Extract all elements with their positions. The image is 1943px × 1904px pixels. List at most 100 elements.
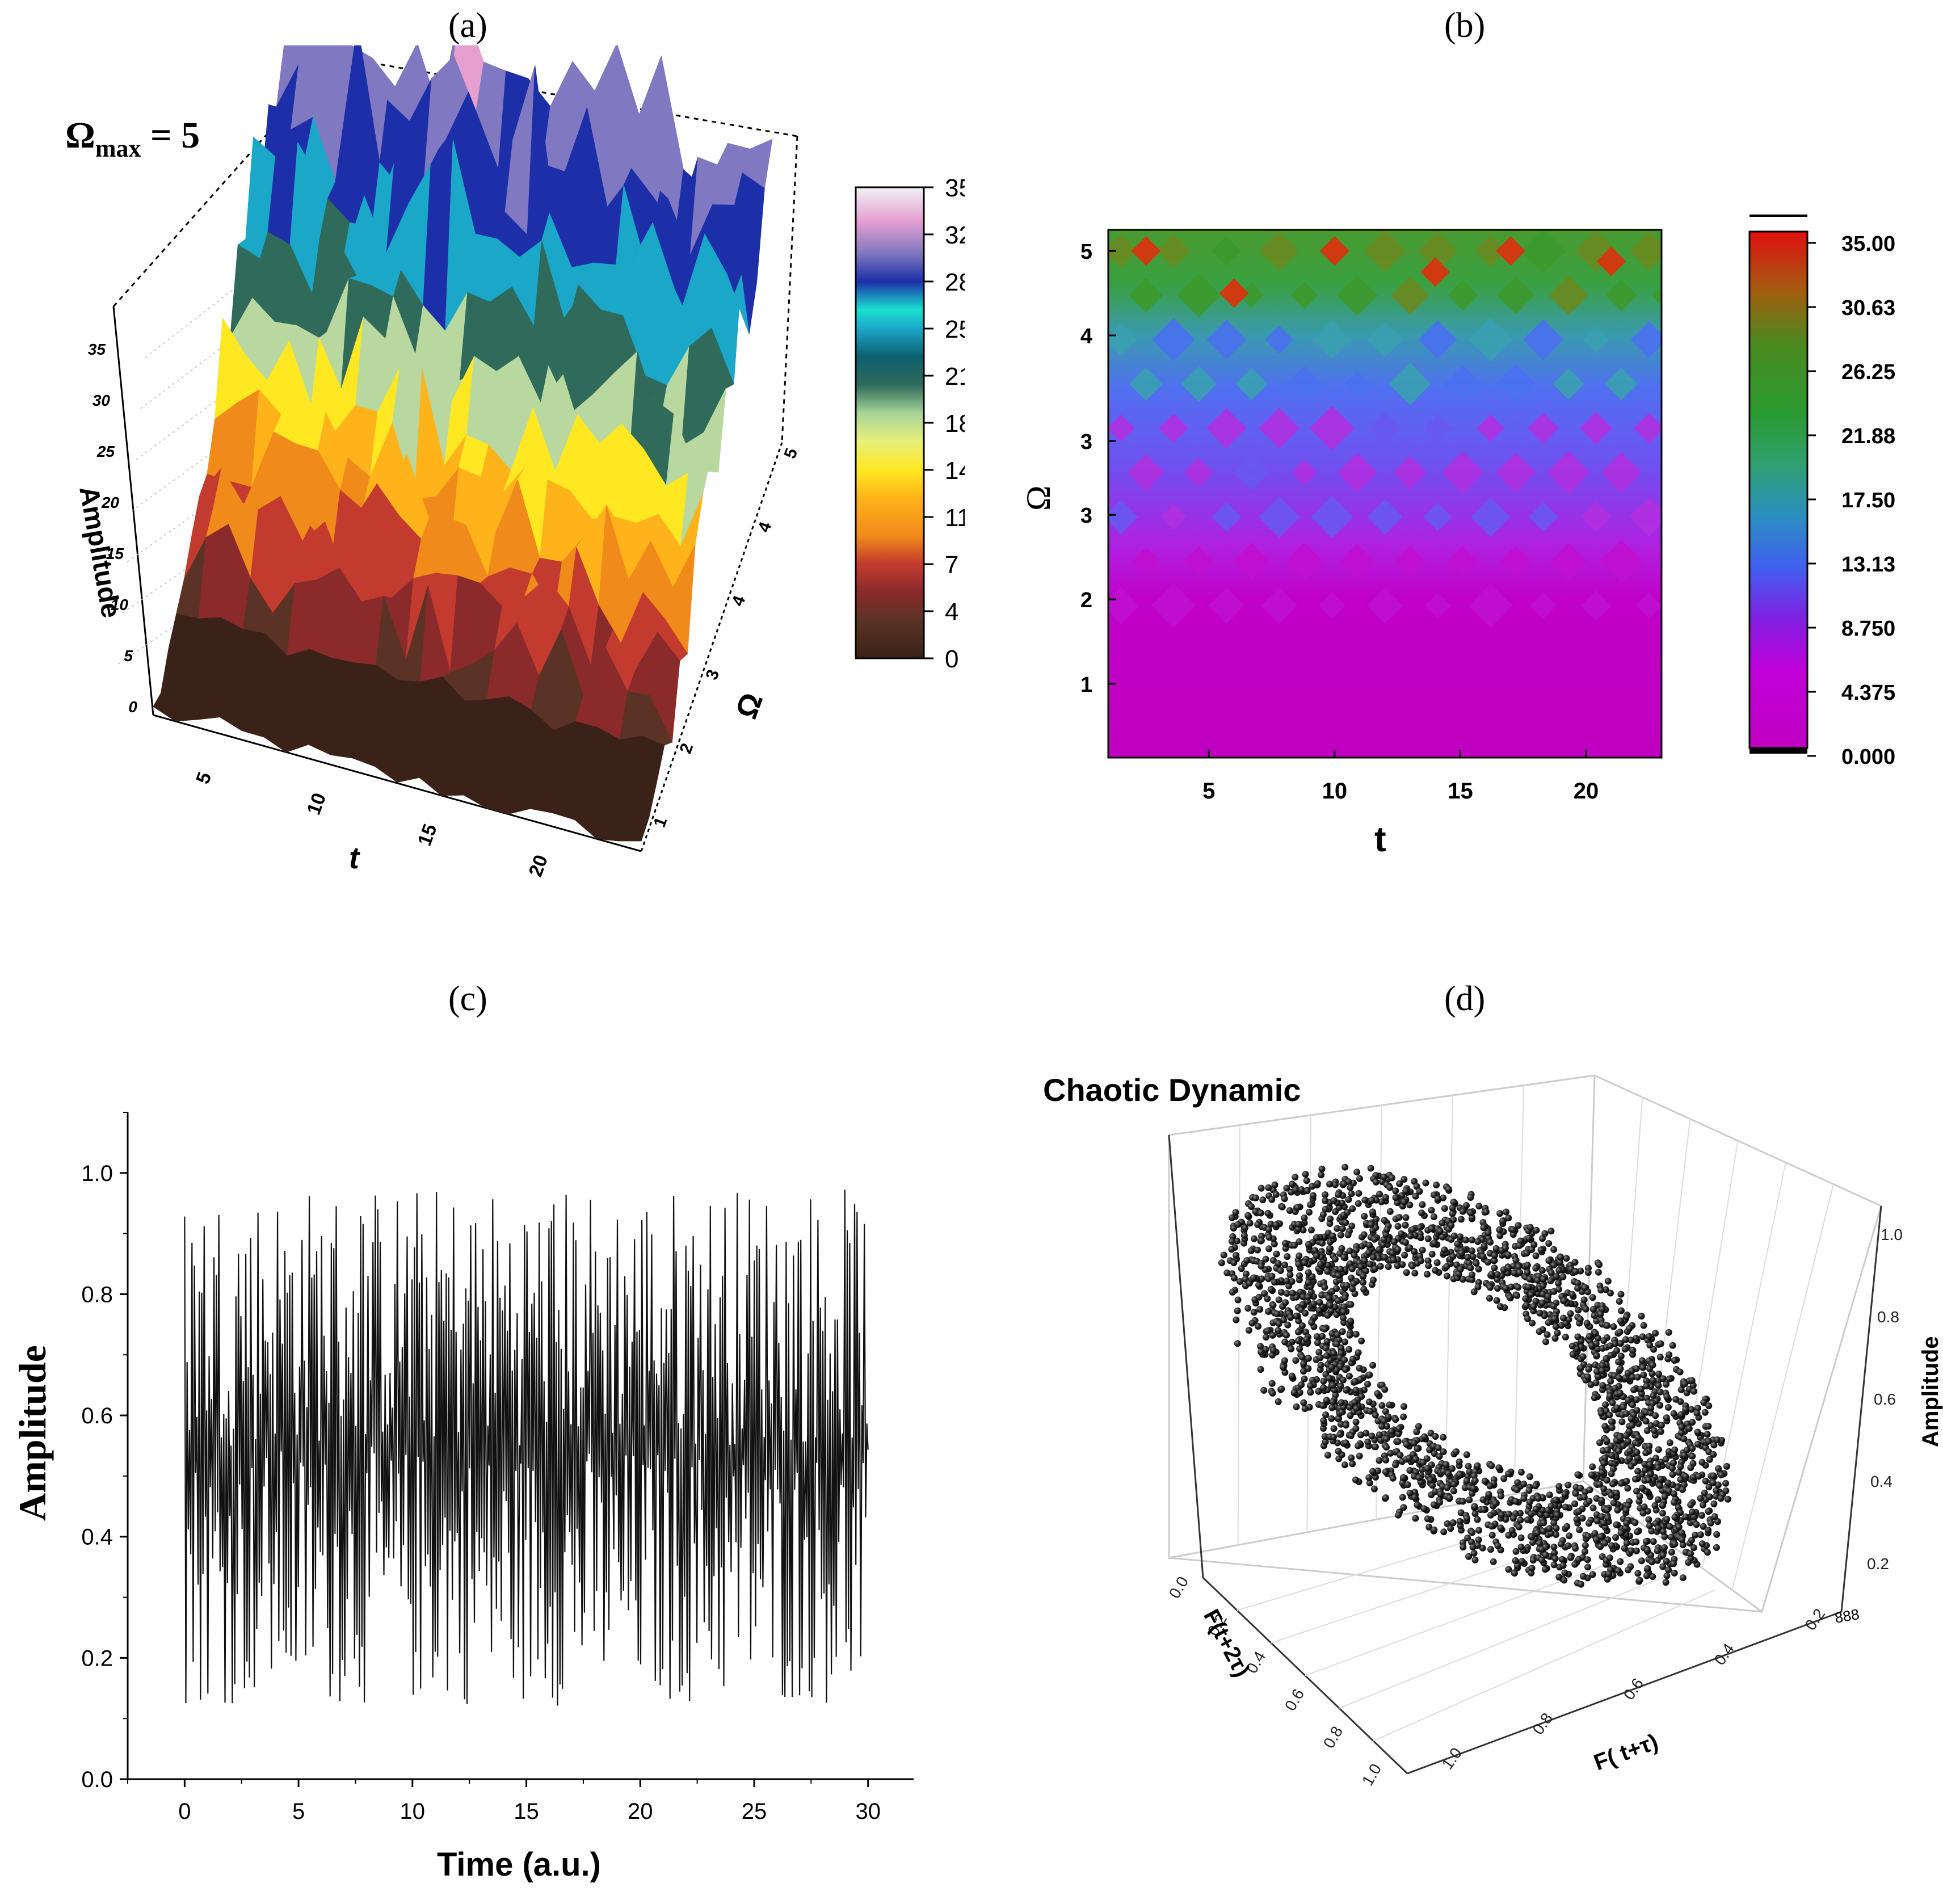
d-point — [1368, 1221, 1375, 1228]
d-point — [1641, 1460, 1648, 1468]
d-point — [1634, 1528, 1641, 1536]
d-point — [1288, 1278, 1296, 1285]
d-point — [1229, 1238, 1235, 1245]
d-point — [1423, 1271, 1431, 1278]
d-point — [1314, 1180, 1321, 1187]
d-point — [1382, 1468, 1389, 1476]
d-point — [1601, 1540, 1609, 1547]
d-point — [1469, 1271, 1475, 1279]
b-feature — [1285, 543, 1323, 580]
d-point — [1651, 1502, 1659, 1509]
d-point — [1356, 1364, 1363, 1372]
d-point — [1407, 1232, 1414, 1239]
d-point — [1534, 1276, 1541, 1284]
b-feature — [1259, 231, 1299, 271]
d-point — [1351, 1378, 1359, 1385]
d-z-tick-label: 0.4 — [1870, 1473, 1892, 1490]
d-point — [1572, 1490, 1579, 1497]
d-point — [1255, 1293, 1263, 1301]
d-point — [1592, 1379, 1600, 1386]
d-point — [1457, 1233, 1463, 1241]
d-point — [1316, 1298, 1323, 1306]
d-point — [1621, 1346, 1629, 1353]
d-point — [1341, 1461, 1348, 1469]
d-x-tick-label: 0.8 — [1529, 1710, 1557, 1738]
a-colorbar-tick-label: 0 — [945, 645, 958, 673]
d-point — [1585, 1498, 1593, 1504]
b-feature — [1286, 366, 1323, 402]
d-point — [1618, 1418, 1626, 1426]
d-point — [1352, 1425, 1360, 1432]
d-point — [1307, 1226, 1315, 1234]
d-point — [1704, 1431, 1711, 1438]
d-point — [1237, 1278, 1243, 1285]
b-colorbar-tick-label: 0.000 — [1841, 745, 1895, 769]
d-point — [1514, 1479, 1521, 1486]
d-z-tick-label: 0.6 — [1874, 1390, 1896, 1408]
d-point — [1273, 1221, 1280, 1228]
d-point — [1287, 1314, 1294, 1321]
d-point — [1625, 1397, 1632, 1404]
d-point — [1425, 1262, 1432, 1270]
d-point — [1613, 1489, 1620, 1497]
d-point — [1597, 1310, 1604, 1318]
d-point — [1666, 1375, 1673, 1382]
d-point — [1685, 1559, 1692, 1566]
d-point — [1264, 1295, 1271, 1302]
d-point — [1655, 1382, 1662, 1389]
d-point — [1597, 1287, 1605, 1294]
d-point — [1643, 1427, 1651, 1434]
d-point — [1565, 1316, 1572, 1323]
d-point — [1680, 1435, 1688, 1443]
d-point — [1498, 1511, 1505, 1519]
d-point — [1704, 1549, 1711, 1556]
d-point — [1406, 1489, 1414, 1497]
d-point — [1522, 1295, 1529, 1302]
d-point — [1469, 1529, 1476, 1536]
d-point — [1617, 1291, 1625, 1298]
d-point — [1361, 1213, 1368, 1220]
d-point — [1508, 1527, 1516, 1534]
d-point — [1303, 1335, 1310, 1343]
d-point — [1555, 1280, 1562, 1287]
d-point — [1700, 1523, 1707, 1530]
d-point — [1289, 1180, 1296, 1188]
b-feature — [1310, 406, 1355, 451]
d-point — [1415, 1423, 1422, 1430]
d-point — [1480, 1506, 1487, 1513]
d-point — [1540, 1275, 1547, 1283]
d-point — [1615, 1374, 1622, 1381]
d-point — [1378, 1423, 1386, 1430]
d-x-tick-label: 0.2 — [1802, 1605, 1829, 1634]
a-colorbar-tick-label: 32 — [945, 221, 965, 249]
d-point — [1360, 1231, 1368, 1238]
d-point — [1257, 1209, 1264, 1217]
d-point — [1386, 1184, 1394, 1191]
d-point — [1265, 1308, 1272, 1315]
d-point — [1526, 1498, 1533, 1506]
d-point — [1262, 1255, 1269, 1263]
d-point — [1310, 1300, 1317, 1308]
d-point — [1692, 1531, 1699, 1539]
d-point — [1663, 1414, 1670, 1422]
d-point — [1233, 1316, 1240, 1323]
d-point — [1284, 1321, 1292, 1329]
d-point — [1722, 1480, 1729, 1487]
d-point — [1679, 1486, 1686, 1493]
d-point — [1374, 1390, 1381, 1397]
b-xlabel: t — [1374, 820, 1386, 859]
d-point — [1334, 1297, 1341, 1304]
d-point — [1396, 1180, 1403, 1187]
d-point — [1488, 1270, 1495, 1277]
d-point — [1352, 1476, 1359, 1483]
d-point — [1604, 1514, 1612, 1521]
d-point — [1322, 1197, 1329, 1204]
d-point — [1328, 1288, 1336, 1295]
d-point — [1620, 1442, 1627, 1449]
d-point — [1277, 1267, 1284, 1274]
d-point — [1573, 1516, 1580, 1523]
b-feature — [1108, 234, 1138, 268]
d-point — [1645, 1476, 1652, 1483]
d-point — [1296, 1272, 1303, 1279]
